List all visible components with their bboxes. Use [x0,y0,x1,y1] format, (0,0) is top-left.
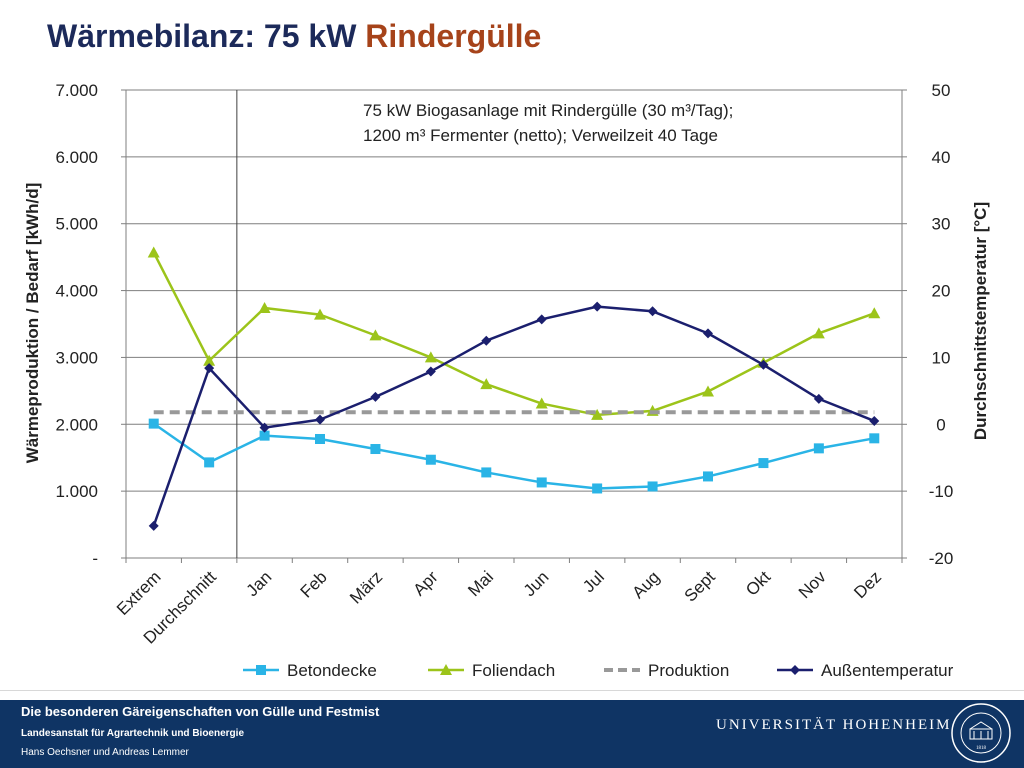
university-seal-logo: 1818 [951,703,1011,763]
data-point-außentemperatur [703,328,713,339]
legend-label: Außentemperatur [821,661,954,680]
data-point-foliendach [535,397,548,409]
y-axis-title: Wärmeproduktion / Bedarf [kWh/d] [23,183,42,464]
data-point-außentemperatur [425,366,436,377]
y2-tick-label: -20 [929,549,954,568]
data-point-betondecke [204,457,215,468]
legend-label: Foliendach [472,661,555,680]
data-point-außentemperatur [370,391,381,402]
x-tick-label: Aug [629,567,664,602]
data-point-betondecke [758,458,769,469]
data-point-betondecke [869,433,880,444]
y2-tick-label: 20 [932,282,951,301]
data-point-betondecke [481,467,492,478]
legend-label: Produktion [648,661,729,680]
data-point-betondecke [813,443,824,454]
y2-tick-label: 10 [932,348,951,367]
x-tick-label: Mai [464,567,497,600]
data-point-foliendach [203,354,216,366]
y2-tick-label: 50 [932,81,951,100]
x-tick-label: Apr [410,567,442,599]
y2-tick-label: 40 [932,148,951,167]
chart-annotation: 75 kW Biogasanlage mit Rindergülle (30 m… [363,101,733,120]
university-name: UNIVERSITÄT HOHENHEIM [716,717,952,733]
x-tick-label: Jun [520,567,553,600]
series-line-betondecke [152,422,875,490]
x-tick-label: Okt [742,567,774,599]
data-point-außentemperatur [813,393,824,404]
data-point-foliendach [868,307,881,319]
y2-tick-label: 30 [932,215,951,234]
data-point-betondecke [315,433,325,444]
y-tick-label: 1.000 [55,482,98,501]
series-line-außentemperatur [152,305,875,527]
data-point-betondecke [370,444,381,455]
data-point-foliendach [812,327,825,339]
data-point-außentemperatur [204,363,215,374]
data-point-außentemperatur [148,520,159,531]
x-tick-label: Extrem [113,567,165,619]
data-point-foliendach [258,301,271,313]
y-tick-label: 2.000 [55,415,98,434]
data-point-außentemperatur [758,359,769,370]
data-point-foliendach [702,385,714,397]
data-point-foliendach [440,664,452,675]
x-tick-label: Jan [243,567,276,600]
data-point-betondecke [703,471,713,482]
data-point-betondecke [647,481,658,492]
legend-label: Betondecke [287,661,377,680]
y-tick-label: - [92,549,98,568]
x-tick-label: Sept [681,567,719,605]
data-point-außentemperatur [647,306,658,317]
chart: - 1.000 2.000 3.000 4.000 5.000 6.000 7.000 -20 -… [23,81,990,680]
data-point-betondecke [148,418,159,429]
data-point-außentemperatur [259,422,270,433]
data-point-foliendach [314,308,326,320]
footer-title: Die besonderen Gäreigenschaften von Güll… [21,704,380,719]
series-line-foliendach [152,251,875,417]
data-point-betondecke [256,665,266,675]
chart-annotation: 1200 m³ Fermenter (netto); Verweilzeit 4… [363,126,718,145]
y-tick-label: 7.000 [55,81,98,100]
data-point-außentemperatur [869,415,880,426]
data-point-betondecke [536,477,547,488]
y-tick-label: 5.000 [55,215,98,234]
y2-tick-label: 0 [936,415,945,434]
data-point-außentemperatur [481,335,492,346]
seal-year: 1818 [976,746,987,751]
data-point-foliendach [591,408,604,420]
data-point-außentemperatur [790,665,800,675]
footer-institute: Landesanstalt für Agrartechnik und Bioen… [21,728,245,739]
footer: Die besonderen Gäreigenschaften von Güll… [0,700,1024,768]
data-point-außentemperatur [592,301,603,312]
data-point-foliendach [424,351,437,363]
x-tick-label: Dez [850,567,885,602]
data-point-außentemperatur [536,314,547,325]
y-tick-label: 4.000 [55,282,98,301]
x-tick-label: März [346,567,386,607]
footer-authors: Hans Oechsner und Andreas Lemmer [21,747,189,758]
data-point-foliendach [369,329,382,341]
data-point-betondecke [425,454,436,465]
title-accent: Rindergülle [365,18,542,54]
data-point-foliendach [480,378,493,390]
footer-separator [0,690,1024,701]
y-tick-label: 6.000 [55,148,98,167]
y2-axis-title: Durchschnittstemperatur [°C] [971,202,990,440]
y-tick-label: 3.000 [55,348,98,367]
x-tick-label: Nov [795,567,830,602]
title-prefix: Wärmebilanz: 75 kW [47,18,366,54]
data-point-betondecke [259,430,270,441]
x-tick-label: Feb [297,567,331,601]
x-tick-label: Jul [579,567,608,596]
data-point-außentemperatur [315,414,325,425]
y2-tick-label: -10 [929,482,954,501]
data-point-foliendach [147,246,160,258]
slide-title: Wärmebilanz: 75 kW Rindergülle [47,18,541,55]
data-point-betondecke [592,483,603,494]
